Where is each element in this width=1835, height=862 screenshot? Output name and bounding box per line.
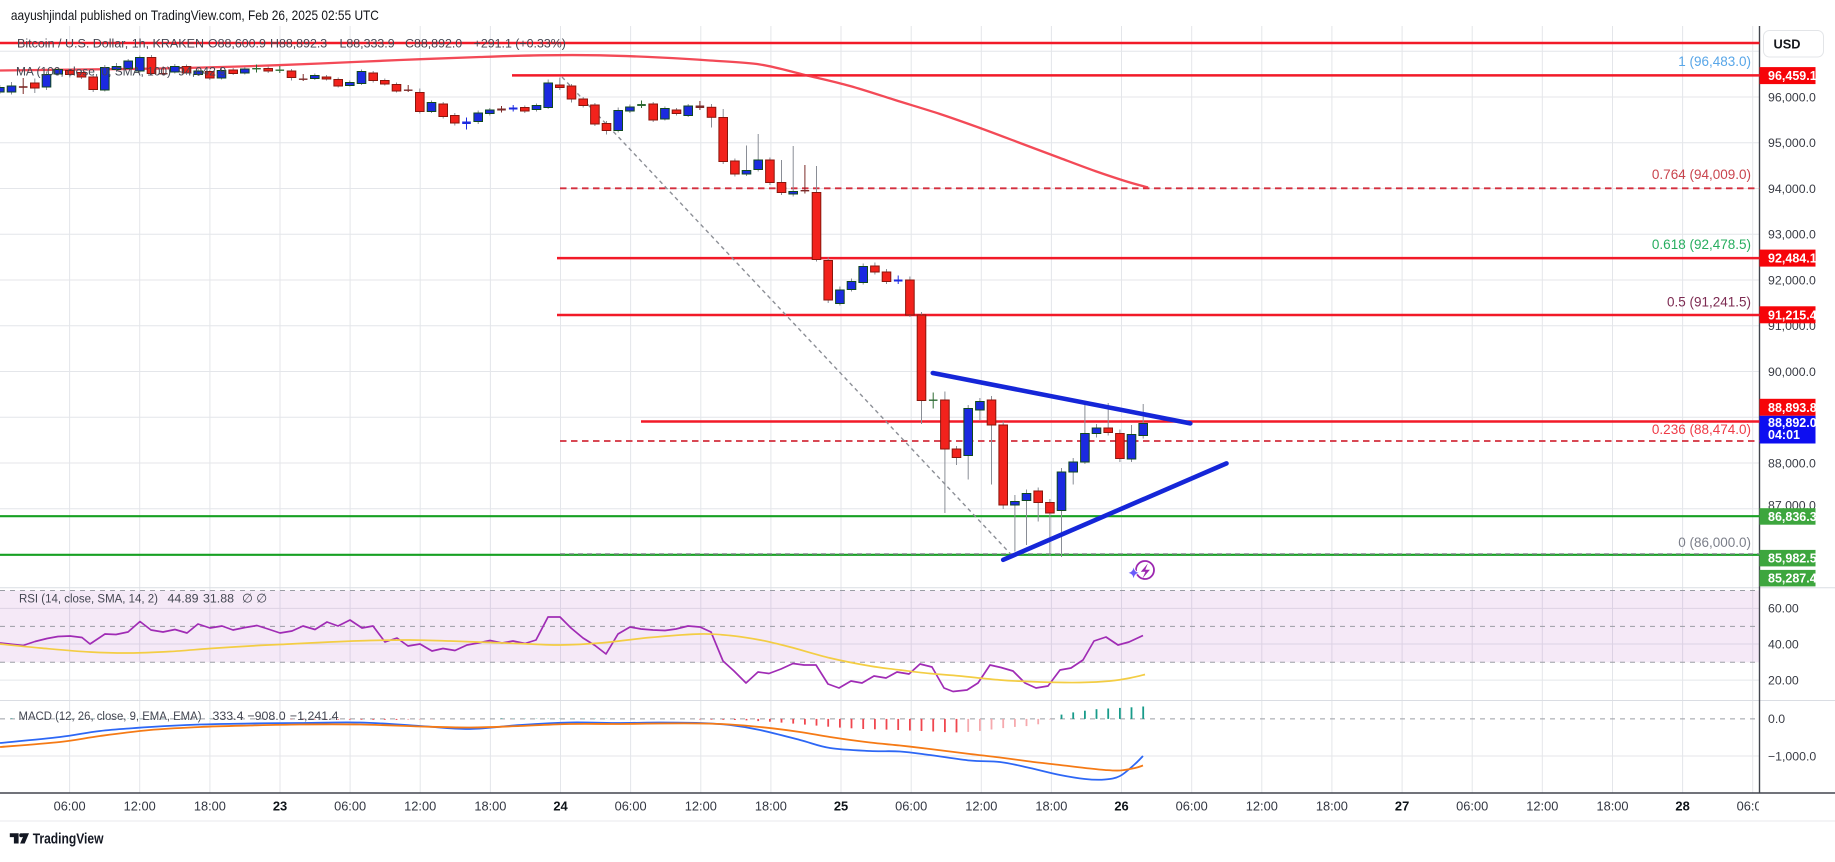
svg-text:27: 27 — [1395, 799, 1409, 814]
svg-text:−1,241.4: −1,241.4 — [290, 709, 339, 723]
svg-text:0 (86,000.0): 0 (86,000.0) — [1678, 535, 1751, 550]
svg-text:88,893.8: 88,893.8 — [1768, 401, 1817, 415]
svg-text:−1,000.0: −1,000.0 — [1768, 749, 1816, 763]
svg-text:MA (100, close, 0, SMA, 100): MA (100, close, 0, SMA, 100) — [16, 65, 171, 79]
svg-text:88,000.0: 88,000.0 — [1768, 456, 1816, 470]
svg-text:12:00: 12:00 — [965, 799, 997, 814]
svg-text:12:00: 12:00 — [1246, 799, 1278, 814]
svg-text:L88,333.9: L88,333.9 — [340, 36, 395, 50]
svg-text:USD: USD — [1773, 37, 1800, 52]
svg-text:333.4: 333.4 — [213, 709, 244, 723]
svg-text:31.88: 31.88 — [203, 591, 234, 605]
svg-text:93,000.0: 93,000.0 — [1768, 228, 1816, 242]
svg-text:28: 28 — [1675, 799, 1689, 814]
svg-text:40.00: 40.00 — [1768, 637, 1799, 651]
svg-text:aayushjindal published on Trad: aayushjindal published on TradingView.co… — [11, 7, 379, 23]
svg-text:12:00: 12:00 — [404, 799, 436, 814]
svg-text:04:01: 04:01 — [1768, 428, 1800, 442]
svg-text:12:00: 12:00 — [124, 799, 156, 814]
svg-text:0.618 (92,478.5): 0.618 (92,478.5) — [1652, 237, 1751, 252]
svg-text:92,000.0: 92,000.0 — [1768, 273, 1816, 287]
svg-text:06:00: 06:00 — [54, 799, 86, 814]
svg-text:TradingView: TradingView — [33, 831, 104, 847]
svg-text:60.00: 60.00 — [1768, 602, 1799, 616]
svg-text:0.236 (88,474.0): 0.236 (88,474.0) — [1652, 422, 1751, 437]
svg-text:12:00: 12:00 — [685, 799, 717, 814]
svg-text:H88,892.3: H88,892.3 — [270, 36, 327, 50]
svg-text:12:00: 12:00 — [1526, 799, 1558, 814]
svg-text:06:00: 06:00 — [615, 799, 647, 814]
svg-text:06:00: 06:00 — [1176, 799, 1208, 814]
svg-text:91,215.4: 91,215.4 — [1768, 308, 1817, 322]
svg-text:95,000.0: 95,000.0 — [1768, 136, 1816, 150]
svg-text:88,892.0: 88,892.0 — [1768, 416, 1817, 430]
svg-text:06:00: 06:00 — [1456, 799, 1488, 814]
svg-text:94,000.0: 94,000.0 — [1768, 182, 1816, 196]
svg-text:26: 26 — [1114, 799, 1128, 814]
svg-text:94,042.9: 94,042.9 — [178, 65, 226, 79]
svg-text:96,459.1: 96,459.1 — [1768, 69, 1817, 83]
svg-text:85,982.5: 85,982.5 — [1768, 552, 1817, 566]
svg-text:18:00: 18:00 — [194, 799, 226, 814]
svg-text:RSI (14, close, SMA, 14, 2): RSI (14, close, SMA, 14, 2) — [19, 591, 158, 605]
svg-text:C88,892.0: C88,892.0 — [405, 36, 462, 50]
svg-text:44.89: 44.89 — [168, 591, 199, 605]
svg-text:+291.1 (+0.33%): +291.1 (+0.33%) — [474, 36, 566, 50]
svg-text:O88,600.9: O88,600.9 — [208, 36, 266, 50]
svg-text:85,287.4: 85,287.4 — [1768, 572, 1817, 586]
svg-text:92,484.1: 92,484.1 — [1768, 252, 1817, 266]
svg-text:0.5 (91,241.5): 0.5 (91,241.5) — [1667, 295, 1751, 310]
svg-text:18:00: 18:00 — [755, 799, 787, 814]
svg-text:1 (96,483.0): 1 (96,483.0) — [1678, 54, 1751, 69]
svg-text:24: 24 — [553, 799, 568, 814]
svg-text:90,000.0: 90,000.0 — [1768, 365, 1816, 379]
svg-text:18:00: 18:00 — [1316, 799, 1348, 814]
svg-text:20.00: 20.00 — [1768, 673, 1799, 687]
svg-text:86,836.3: 86,836.3 — [1768, 510, 1817, 524]
svg-text:23: 23 — [273, 799, 287, 814]
svg-text:96,000.0: 96,000.0 — [1768, 90, 1816, 104]
svg-text:∅ ∅: ∅ ∅ — [242, 591, 267, 605]
svg-text:06:00: 06:00 — [1737, 799, 1769, 814]
svg-text:0.764 (94,009.0): 0.764 (94,009.0) — [1652, 167, 1751, 182]
svg-text:18:00: 18:00 — [1596, 799, 1628, 814]
svg-text:0.0: 0.0 — [1768, 712, 1785, 726]
svg-text:25: 25 — [834, 799, 848, 814]
svg-text:−908.0: −908.0 — [247, 709, 285, 723]
svg-text:MACD (12, 26, close, 9, EMA, E: MACD (12, 26, close, 9, EMA, EMA) — [19, 709, 202, 723]
svg-text:18:00: 18:00 — [474, 799, 506, 814]
svg-text:06:00: 06:00 — [895, 799, 927, 814]
svg-text:06:00: 06:00 — [334, 799, 366, 814]
svg-text:Bitcoin / U.S. Dollar, 1h, KRA: Bitcoin / U.S. Dollar, 1h, KRAKEN — [17, 36, 204, 50]
svg-text:18:00: 18:00 — [1035, 799, 1067, 814]
